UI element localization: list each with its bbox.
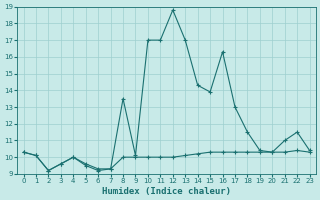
- X-axis label: Humidex (Indice chaleur): Humidex (Indice chaleur): [102, 187, 231, 196]
